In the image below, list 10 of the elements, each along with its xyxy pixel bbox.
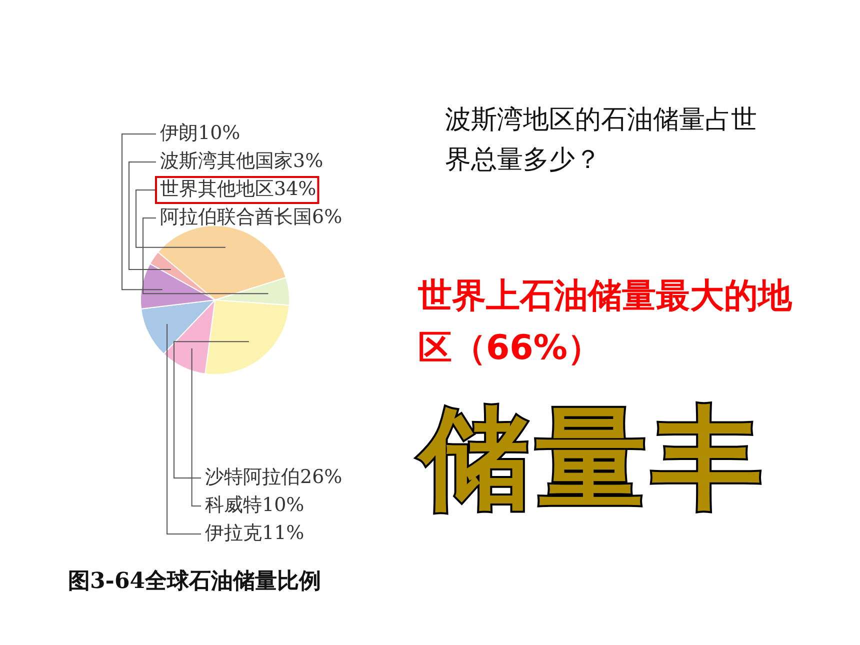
slice-label: 波斯湾其他国家3% [160, 150, 324, 172]
text: 世界上石油储量最大的地区（66%） [418, 275, 794, 370]
slice-label: 沙特阿拉伯26% [205, 466, 342, 488]
slice-label: 阿拉伯联合酋长国6% [160, 206, 342, 228]
slice-label: 世界其他地区34% [160, 178, 316, 200]
slice-label: 伊朗10% [160, 122, 240, 144]
slice-label: 伊拉克11% [205, 522, 304, 544]
text: 波斯湾地区的石油储量占世界总量多少？ [445, 104, 758, 177]
slice-label: 科威特10% [205, 494, 304, 516]
text: 图3-64全球石油储量比例 [68, 567, 322, 596]
